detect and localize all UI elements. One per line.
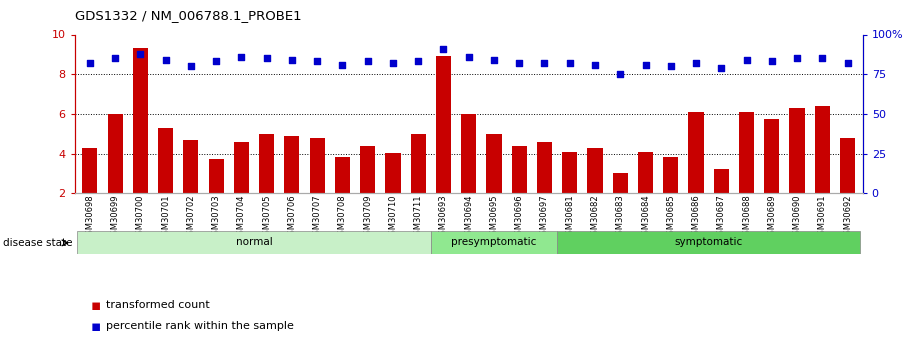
Bar	[82, 148, 97, 193]
Bar	[814, 106, 830, 193]
Point	[613, 71, 628, 77]
Point	[739, 57, 753, 63]
Bar	[537, 141, 552, 193]
Point	[562, 60, 577, 66]
Bar	[790, 108, 804, 193]
Bar	[431, 231, 558, 254]
Point	[310, 59, 324, 64]
Point	[83, 60, 97, 66]
Point	[815, 56, 830, 61]
Bar	[107, 114, 123, 193]
Point	[260, 56, 274, 61]
Bar	[461, 114, 476, 193]
Point	[184, 63, 199, 69]
Bar	[158, 128, 173, 193]
Bar	[284, 136, 300, 193]
Bar	[486, 134, 502, 193]
Bar	[588, 148, 602, 193]
Bar	[512, 146, 527, 193]
Bar	[739, 112, 754, 193]
Point	[284, 57, 299, 63]
Bar	[638, 151, 653, 193]
Text: disease state: disease state	[3, 238, 72, 248]
Point	[335, 62, 350, 67]
Bar	[689, 112, 703, 193]
Point	[361, 59, 375, 64]
Bar	[764, 119, 780, 193]
Point	[385, 60, 400, 66]
Point	[512, 60, 527, 66]
Bar	[234, 141, 249, 193]
Point	[840, 60, 855, 66]
Point	[461, 54, 476, 59]
Bar	[310, 138, 324, 193]
Text: ▪: ▪	[91, 318, 101, 334]
Point	[714, 65, 729, 71]
Bar	[259, 134, 274, 193]
Point	[234, 54, 249, 59]
Point	[639, 62, 653, 67]
Point	[486, 57, 501, 63]
Bar	[663, 157, 679, 193]
Point	[790, 56, 804, 61]
Bar	[77, 231, 431, 254]
Bar	[558, 231, 860, 254]
Bar	[435, 56, 451, 193]
Point	[663, 63, 678, 69]
Bar	[562, 151, 578, 193]
Text: percentile rank within the sample: percentile rank within the sample	[106, 321, 293, 331]
Point	[537, 60, 552, 66]
Text: GDS1332 / NM_006788.1_PROBE1: GDS1332 / NM_006788.1_PROBE1	[75, 9, 302, 22]
Text: normal: normal	[236, 237, 272, 247]
Text: symptomatic: symptomatic	[674, 237, 742, 247]
Bar	[183, 140, 199, 193]
Bar	[411, 134, 425, 193]
Point	[209, 59, 223, 64]
Bar	[840, 138, 855, 193]
Point	[411, 59, 425, 64]
Text: presymptomatic: presymptomatic	[451, 237, 537, 247]
Bar	[385, 152, 401, 193]
Point	[689, 60, 703, 66]
Bar	[133, 48, 148, 193]
Point	[133, 51, 148, 56]
Point	[588, 62, 602, 67]
Bar	[713, 169, 729, 193]
Text: transformed count: transformed count	[106, 300, 210, 310]
Text: ▪: ▪	[91, 298, 101, 313]
Bar	[335, 157, 350, 193]
Bar	[613, 173, 628, 193]
Point	[107, 56, 122, 61]
Bar	[360, 146, 375, 193]
Point	[764, 59, 779, 64]
Point	[159, 57, 173, 63]
Bar	[209, 159, 224, 193]
Point	[436, 46, 451, 51]
